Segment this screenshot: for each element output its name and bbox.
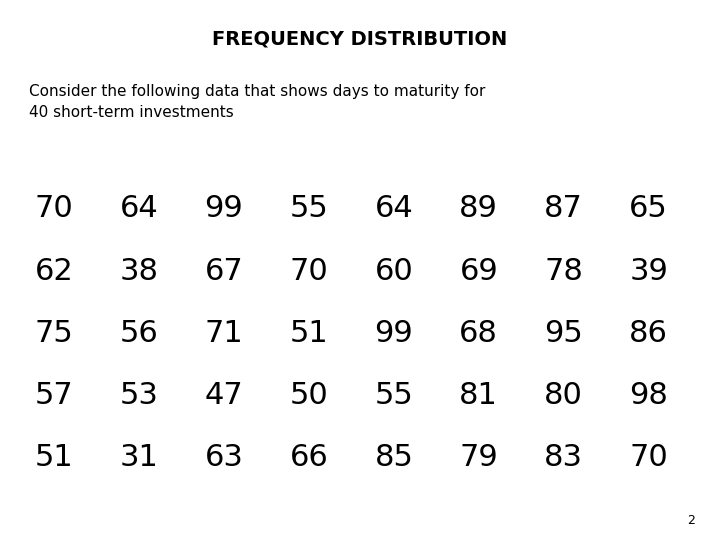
Text: 62: 62 xyxy=(35,256,73,286)
Text: 80: 80 xyxy=(544,381,583,410)
Text: 55: 55 xyxy=(289,194,328,224)
Text: 70: 70 xyxy=(289,256,328,286)
Text: 86: 86 xyxy=(629,319,668,348)
Text: 75: 75 xyxy=(35,319,73,348)
Text: 87: 87 xyxy=(544,194,583,224)
Text: 65: 65 xyxy=(629,194,668,224)
Text: 31: 31 xyxy=(120,443,158,472)
Text: 99: 99 xyxy=(374,319,413,348)
Text: 47: 47 xyxy=(204,381,243,410)
Text: 2: 2 xyxy=(687,514,695,526)
Text: 56: 56 xyxy=(120,319,158,348)
Text: 70: 70 xyxy=(35,194,73,224)
Text: 81: 81 xyxy=(459,381,498,410)
Text: 83: 83 xyxy=(544,443,583,472)
Text: 60: 60 xyxy=(374,256,413,286)
Text: 63: 63 xyxy=(204,443,243,472)
Text: 67: 67 xyxy=(204,256,243,286)
Text: 79: 79 xyxy=(459,443,498,472)
Text: 95: 95 xyxy=(544,319,583,348)
Text: 78: 78 xyxy=(544,256,583,286)
Text: 64: 64 xyxy=(374,194,413,224)
Text: 51: 51 xyxy=(35,443,73,472)
Text: 55: 55 xyxy=(374,381,413,410)
Text: 89: 89 xyxy=(459,194,498,224)
Text: 57: 57 xyxy=(35,381,73,410)
Text: 51: 51 xyxy=(289,319,328,348)
Text: 53: 53 xyxy=(120,381,158,410)
Text: 69: 69 xyxy=(459,256,498,286)
Text: 64: 64 xyxy=(120,194,158,224)
Text: FREQUENCY DISTRIBUTION: FREQUENCY DISTRIBUTION xyxy=(212,30,508,49)
Text: 71: 71 xyxy=(204,319,243,348)
Text: 85: 85 xyxy=(374,443,413,472)
Text: 38: 38 xyxy=(120,256,158,286)
Text: 39: 39 xyxy=(629,256,668,286)
Text: 68: 68 xyxy=(459,319,498,348)
Text: 50: 50 xyxy=(289,381,328,410)
Text: 98: 98 xyxy=(629,381,668,410)
Text: 99: 99 xyxy=(204,194,243,224)
Text: 66: 66 xyxy=(289,443,328,472)
Text: 70: 70 xyxy=(629,443,668,472)
Text: Consider the following data that shows days to maturity for
40 short-term invest: Consider the following data that shows d… xyxy=(29,84,485,120)
